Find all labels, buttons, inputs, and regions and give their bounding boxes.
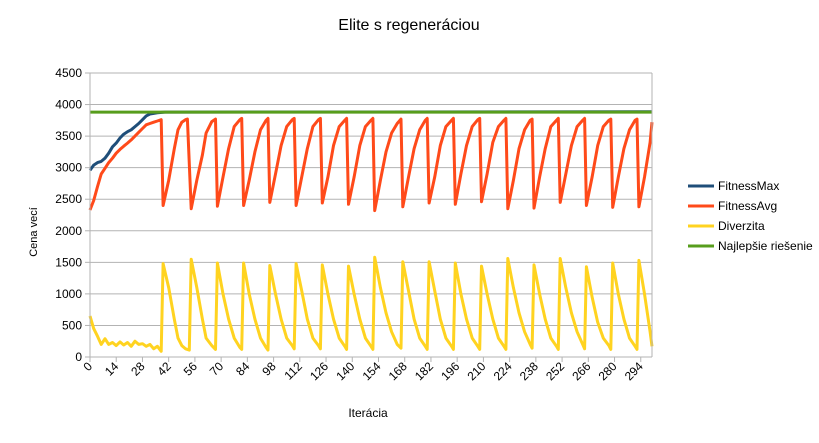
legend: FitnessMax FitnessAvg Diverzita Najlepšie r… xyxy=(688,179,813,253)
y-tick-label: 4000 xyxy=(55,98,82,112)
y-tick-label: 0 xyxy=(75,350,82,364)
legend-label: FitnessAvg xyxy=(718,199,777,213)
legend-label: Najlepšie riešenie xyxy=(718,239,813,253)
grid-layer xyxy=(90,72,652,358)
y-tick-label: 500 xyxy=(62,318,82,332)
series-layer xyxy=(88,110,654,353)
y-tick-label: 2000 xyxy=(55,224,82,238)
y-tick-label: 3500 xyxy=(55,129,82,143)
chart-title: Elite s regeneráciou xyxy=(338,17,479,34)
series-line-fitnessavg xyxy=(88,116,654,213)
legend-label: Diverzita xyxy=(718,219,765,233)
y-tick-label: 4500 xyxy=(55,66,82,80)
series-line-diverzita xyxy=(88,255,654,353)
x-axis-title: Iterácia xyxy=(348,406,388,420)
y-axis-title: Cena vecí xyxy=(28,207,40,257)
y-tick-label: 2500 xyxy=(55,192,82,206)
legend-label: FitnessMax xyxy=(718,179,779,193)
y-tick-label: 1000 xyxy=(55,287,82,301)
y-tick-label: 1500 xyxy=(55,255,82,269)
y-tick-label: 3000 xyxy=(55,161,82,175)
